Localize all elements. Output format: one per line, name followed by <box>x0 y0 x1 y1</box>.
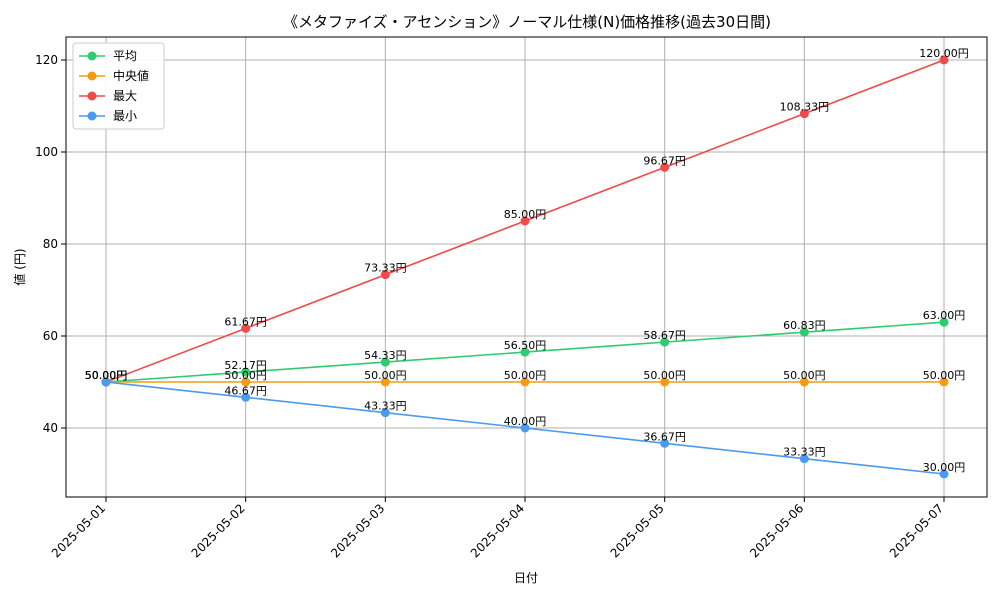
data-label: 63.00円 <box>923 309 966 322</box>
chart-title: 《メタファイズ・アセンション》ノーマル仕様(N)価格推移(過去30日間) <box>283 13 771 31</box>
data-label: 60.83円 <box>783 319 826 332</box>
data-label: 50.00円 <box>85 369 128 382</box>
series-lines <box>101 55 949 479</box>
data-label: 50.00円 <box>504 369 547 382</box>
data-point <box>939 469 949 479</box>
x-tick-label: 2025-05-04 <box>468 501 527 560</box>
data-point <box>241 377 251 387</box>
data-point <box>799 327 809 337</box>
legend-marker <box>87 51 97 61</box>
data-point <box>799 109 809 119</box>
data-label: 85.00円 <box>504 208 547 221</box>
x-tick-label: 2025-05-07 <box>887 501 946 560</box>
data-point <box>939 377 949 387</box>
data-label: 73.33円 <box>364 262 407 275</box>
legend-label: 中央値 <box>113 68 149 83</box>
data-label: 120.00円 <box>919 47 969 60</box>
legend-label: 平均 <box>113 49 137 63</box>
data-point <box>241 367 251 377</box>
data-point <box>380 357 390 367</box>
x-tick-label: 2025-05-02 <box>189 501 248 560</box>
data-label: 50.00円 <box>224 369 267 382</box>
y-axis-title: 値 (円) <box>12 248 27 285</box>
data-label: 43.33円 <box>364 400 407 413</box>
data-point <box>101 377 111 387</box>
x-axis-title: 日付 <box>514 571 538 585</box>
data-point <box>380 377 390 387</box>
data-point <box>380 270 390 280</box>
data-labels: 50.00円52.17円54.33円56.50円58.67円60.83円63.0… <box>85 47 969 474</box>
data-point <box>520 216 530 226</box>
data-point <box>799 454 809 464</box>
data-label: 52.17円 <box>224 359 267 372</box>
y-tick-label: 120 <box>35 53 58 67</box>
data-point <box>520 347 530 357</box>
legend-marker <box>87 71 97 81</box>
data-label: 50.00円 <box>923 369 966 382</box>
data-label: 36.67円 <box>643 430 686 443</box>
data-point <box>520 377 530 387</box>
x-tick-label: 2025-05-05 <box>608 501 667 560</box>
legend-marker <box>87 111 97 121</box>
data-label: 50.00円 <box>85 369 128 382</box>
data-label: 56.50円 <box>504 339 547 352</box>
data-label: 54.33円 <box>364 349 407 362</box>
data-label: 33.33円 <box>783 446 826 459</box>
y-tick-label: 40 <box>43 421 58 435</box>
y-tick-label: 60 <box>43 329 58 343</box>
data-label: 50.00円 <box>364 369 407 382</box>
data-point <box>660 377 670 387</box>
data-label: 30.00円 <box>923 461 966 474</box>
data-point <box>939 317 949 327</box>
data-label: 58.67円 <box>643 329 686 342</box>
data-label: 50.00円 <box>85 369 128 382</box>
data-point <box>939 55 949 65</box>
data-label: 50.00円 <box>85 369 128 382</box>
x-tick-label: 2025-05-06 <box>747 501 806 560</box>
data-point <box>380 408 390 418</box>
legend-marker <box>87 91 97 101</box>
data-label: 50.00円 <box>643 369 686 382</box>
legend-box <box>72 42 165 130</box>
y-tick-label: 100 <box>35 145 58 159</box>
data-label: 46.67円 <box>224 384 267 397</box>
legend-label: 最小 <box>113 109 137 123</box>
y-tick-label: 80 <box>43 237 58 251</box>
data-point <box>520 423 530 433</box>
data-label: 40.00円 <box>504 415 547 428</box>
data-label: 108.33円 <box>780 101 830 114</box>
data-point <box>660 438 670 448</box>
data-point <box>660 337 670 347</box>
data-point <box>241 323 251 333</box>
data-point <box>799 377 809 387</box>
data-label: 61.67円 <box>224 315 267 328</box>
data-point <box>660 162 670 172</box>
data-label: 96.67円 <box>643 154 686 167</box>
x-tick-label: 2025-05-01 <box>49 501 108 560</box>
data-point <box>241 392 251 402</box>
x-tick-label: 2025-05-03 <box>328 501 387 560</box>
legend-label: 最大 <box>113 89 137 103</box>
axes: 2025-05-01 2025-05-02 2025-05-03 2025-05-04… <box>35 53 946 560</box>
plot-area <box>65 36 988 498</box>
data-label: 50.00円 <box>783 369 826 382</box>
